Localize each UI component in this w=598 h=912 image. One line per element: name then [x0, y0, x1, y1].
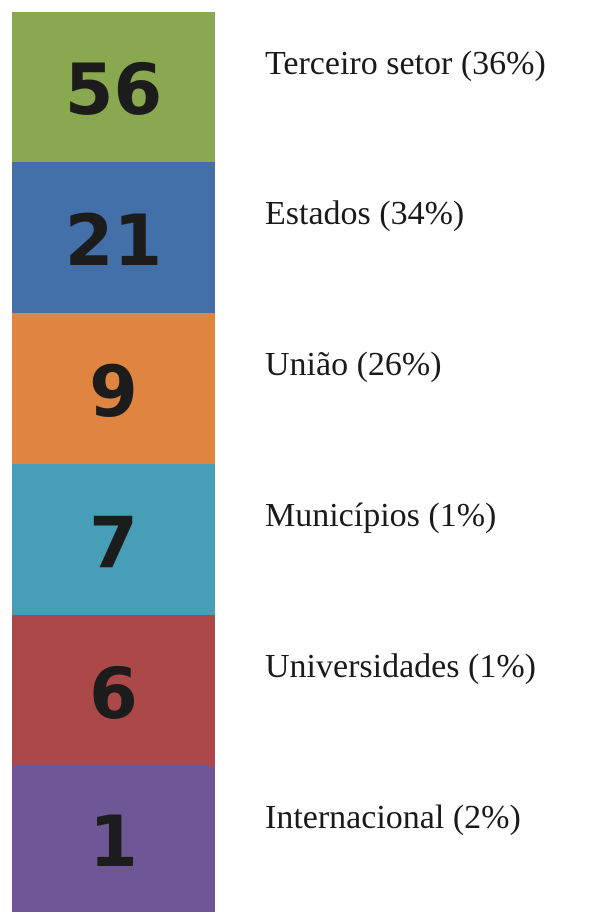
category-label: Municípios (1%): [265, 497, 497, 534]
count-box: 9: [12, 313, 215, 464]
category-label: Estados (34%): [265, 195, 465, 232]
count-box: 21: [12, 162, 215, 313]
category-label: Universidades (1%): [265, 648, 536, 685]
count-box: 1: [12, 766, 215, 912]
count-box: 6: [12, 615, 215, 766]
count-box: 7: [12, 464, 215, 615]
category-label: União (26%): [265, 346, 442, 383]
category-label: Internacional (2%): [265, 799, 521, 836]
category-label: Terceiro setor (36%): [265, 45, 546, 82]
count-box: 56: [12, 12, 215, 162]
